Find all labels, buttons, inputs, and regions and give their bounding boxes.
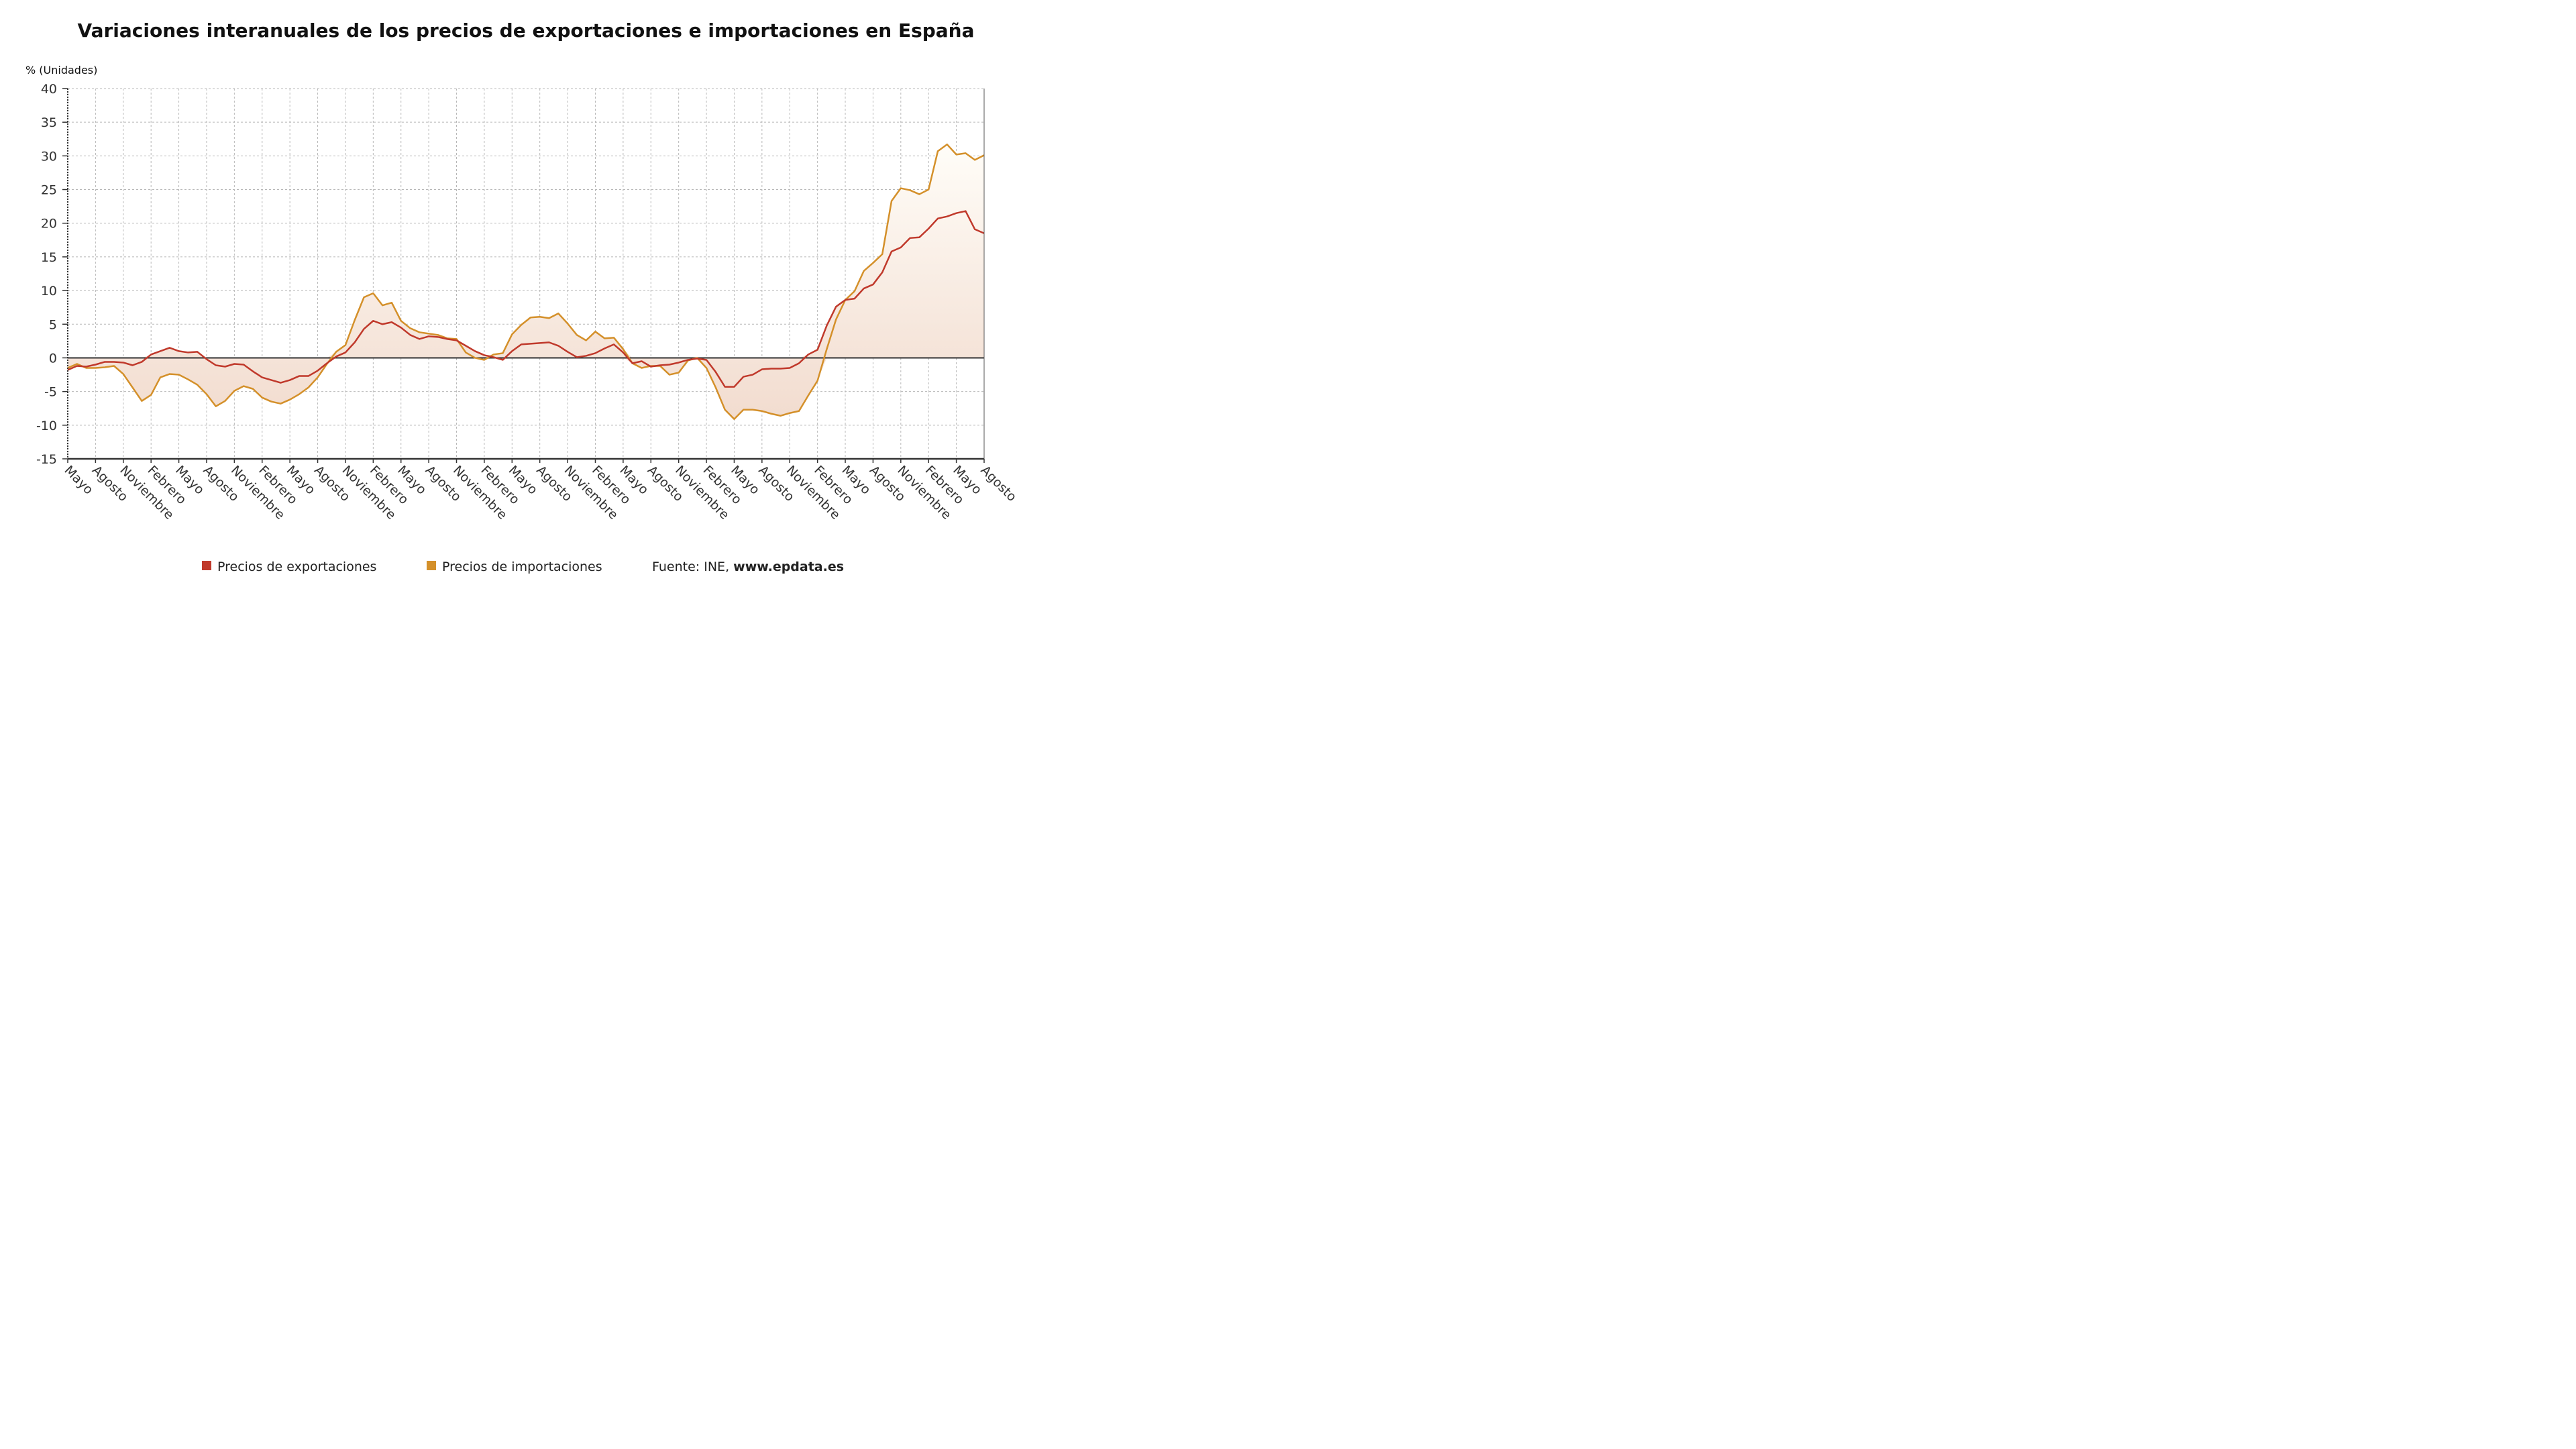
series-line-exportaciones bbox=[67, 210, 985, 388]
area-between-series bbox=[68, 144, 984, 419]
legend-swatch-importaciones bbox=[427, 561, 436, 570]
x-tick-label: Mayo bbox=[61, 463, 96, 498]
x-tick-labels: MayoAgostoNoviembreFebreroMayoAgostoNovi… bbox=[61, 463, 1019, 523]
series-line-importaciones bbox=[67, 144, 985, 421]
source-site: www.epdata.es bbox=[733, 559, 844, 574]
y-tick-label: 25 bbox=[41, 183, 57, 198]
source-note: Fuente: INE, www.epdata.es bbox=[652, 559, 844, 574]
legend-label-exportaciones: Precios de exportaciones bbox=[217, 559, 376, 574]
y-tick-label: -10 bbox=[36, 419, 57, 433]
legend: Precios de exportaciones Precios de impo… bbox=[202, 559, 844, 574]
y-tick-labels: 40 35 30 25 20 15 10 5 0 -5 -10 -15 bbox=[36, 82, 57, 467]
axes bbox=[62, 88, 985, 463]
y-tick-label: -5 bbox=[44, 385, 57, 400]
x-tick-label: Agosto bbox=[977, 463, 1019, 504]
series-lines bbox=[67, 144, 985, 421]
y-axis-unit-label: % (Unidades) bbox=[25, 64, 97, 76]
chart-title: Variaciones interanuales de los precios … bbox=[77, 19, 974, 42]
y-tick-label: 0 bbox=[49, 351, 57, 366]
y-tick-label: 20 bbox=[41, 217, 57, 231]
y-tick-label: 30 bbox=[41, 149, 57, 164]
legend-label-importaciones: Precios de importaciones bbox=[442, 559, 602, 574]
y-tick-label: 5 bbox=[49, 317, 57, 332]
y-tick-label: -15 bbox=[36, 452, 57, 467]
grid bbox=[67, 88, 985, 460]
chart-canvas: Variaciones interanuales de los precios … bbox=[25, 19, 1019, 574]
y-tick-label: 15 bbox=[41, 250, 57, 265]
y-tick-label: 10 bbox=[41, 284, 57, 299]
legend-swatch-exportaciones bbox=[202, 561, 211, 570]
area-fill bbox=[68, 144, 984, 419]
y-tick-label: 35 bbox=[41, 115, 57, 130]
y-tick-label: 40 bbox=[41, 82, 57, 97]
source-prefix: Fuente: INE, bbox=[652, 559, 729, 574]
